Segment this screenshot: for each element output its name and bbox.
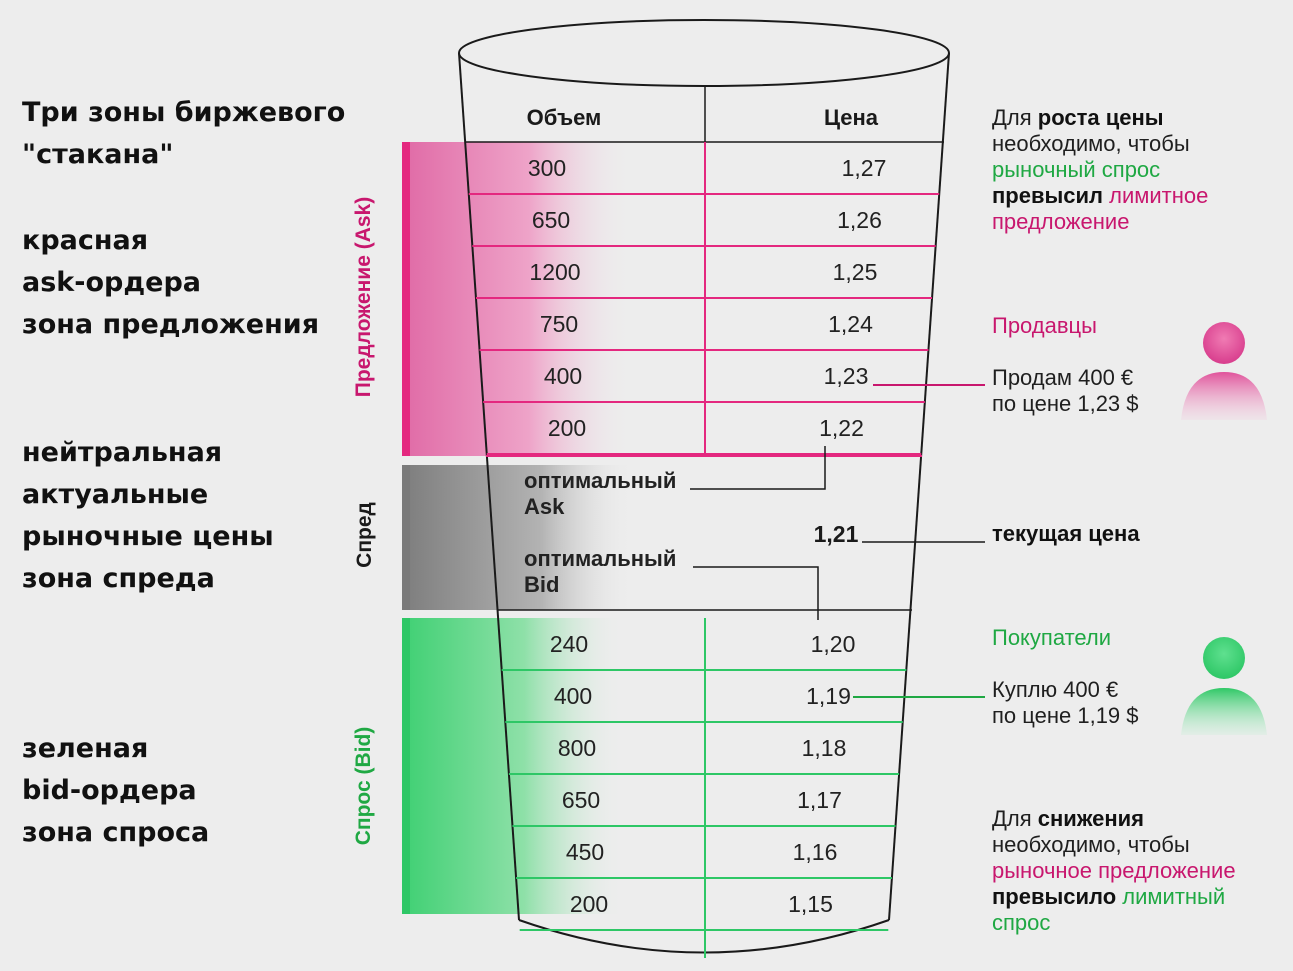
sellers-label: Продавцы (992, 313, 1097, 338)
spread-vertical-label: Спред (353, 502, 376, 568)
ask-order-price: 1,24 (828, 311, 873, 337)
current-price-value: 1,21 (814, 521, 859, 547)
bid-order-price: 1,15 (788, 891, 833, 917)
seller-person-icon (1181, 322, 1267, 420)
ask-order-volume: 300 (528, 155, 566, 181)
sell-order-note: Продам 400 € по цене 1,23 $ (992, 365, 1139, 416)
best-bid-label: оптимальный Bid (524, 546, 677, 597)
bid-zone-bar (402, 618, 410, 914)
diagram-title: Три зоны биржевого "стакана" (22, 97, 346, 170)
current-price-label: текущая цена (992, 521, 1140, 546)
best-ask-label: оптимальный Ask (524, 468, 677, 519)
spread-zone-description: нейтральная актуальные рыночные цены зон… (22, 437, 274, 594)
bid-order-volume: 650 (562, 787, 600, 813)
bid-order-volume: 450 (566, 839, 604, 865)
best-ask-connector (690, 446, 826, 490)
bid-order-price: 1,16 (793, 839, 838, 865)
buy-order-note: Куплю 400 € по цене 1,19 $ (992, 677, 1139, 728)
bid-order-price: 1,18 (802, 735, 847, 761)
bid-vertical-label: Спрос (Bid) (352, 727, 375, 846)
bid-order-volume: 400 (554, 683, 592, 709)
spread-zone-band (402, 465, 634, 610)
ask-order-volume: 200 (548, 415, 586, 441)
glass-rim (458, 19, 950, 87)
ask-orders-table: 300 1,27 650 1,26 1200 1,25 750 1,24 400 1,23 200 1… (468, 142, 940, 455)
ask-vertical-label: Предложение (Ask) (352, 197, 375, 397)
ask-order-price: 1,26 (837, 207, 882, 233)
price-rise-note: Для роста цены необходимо, чтобы рыночны… (992, 105, 1209, 234)
bid-orders-table: 240 1,20 400 1,19 800 1,18 650 1,17 450 1,16 200 1,… (501, 618, 907, 958)
bid-zone-description: зеленая bid-ордера зона спроса (22, 733, 210, 848)
ask-order-price: 1,23 (824, 363, 869, 389)
ask-order-price: 1,22 (819, 415, 864, 441)
ask-zone-bar (402, 142, 410, 456)
buyer-person-icon (1181, 637, 1267, 735)
ask-order-price: 1,25 (833, 259, 878, 285)
price-column-header: Цена (824, 105, 879, 130)
volume-column-header: Объем (527, 105, 602, 130)
bid-order-price: 1,17 (797, 787, 842, 813)
glass-left-wall (458, 52, 520, 921)
best-bid-connector (693, 566, 819, 620)
ask-order-volume: 650 (532, 207, 570, 233)
spread-zone-bar (402, 465, 410, 610)
bid-order-volume: 240 (550, 631, 588, 657)
ask-zone-description: красная ask-ордера зона предложения (22, 225, 320, 340)
ask-order-volume: 1200 (529, 259, 580, 285)
glass-right-wall (888, 52, 950, 921)
bid-zone-band (402, 618, 624, 914)
bid-order-volume: 800 (558, 735, 596, 761)
price-fall-note: Для снижения необходимо, чтобы рыночное … (992, 806, 1236, 935)
bid-order-price: 1,19 (806, 683, 851, 709)
buyers-label: Покупатели (992, 625, 1112, 650)
ask-order-price: 1,27 (842, 155, 887, 181)
bid-order-volume: 200 (570, 891, 608, 917)
ask-order-volume: 750 (540, 311, 578, 337)
bid-order-price: 1,20 (811, 631, 856, 657)
ask-order-volume: 400 (544, 363, 582, 389)
